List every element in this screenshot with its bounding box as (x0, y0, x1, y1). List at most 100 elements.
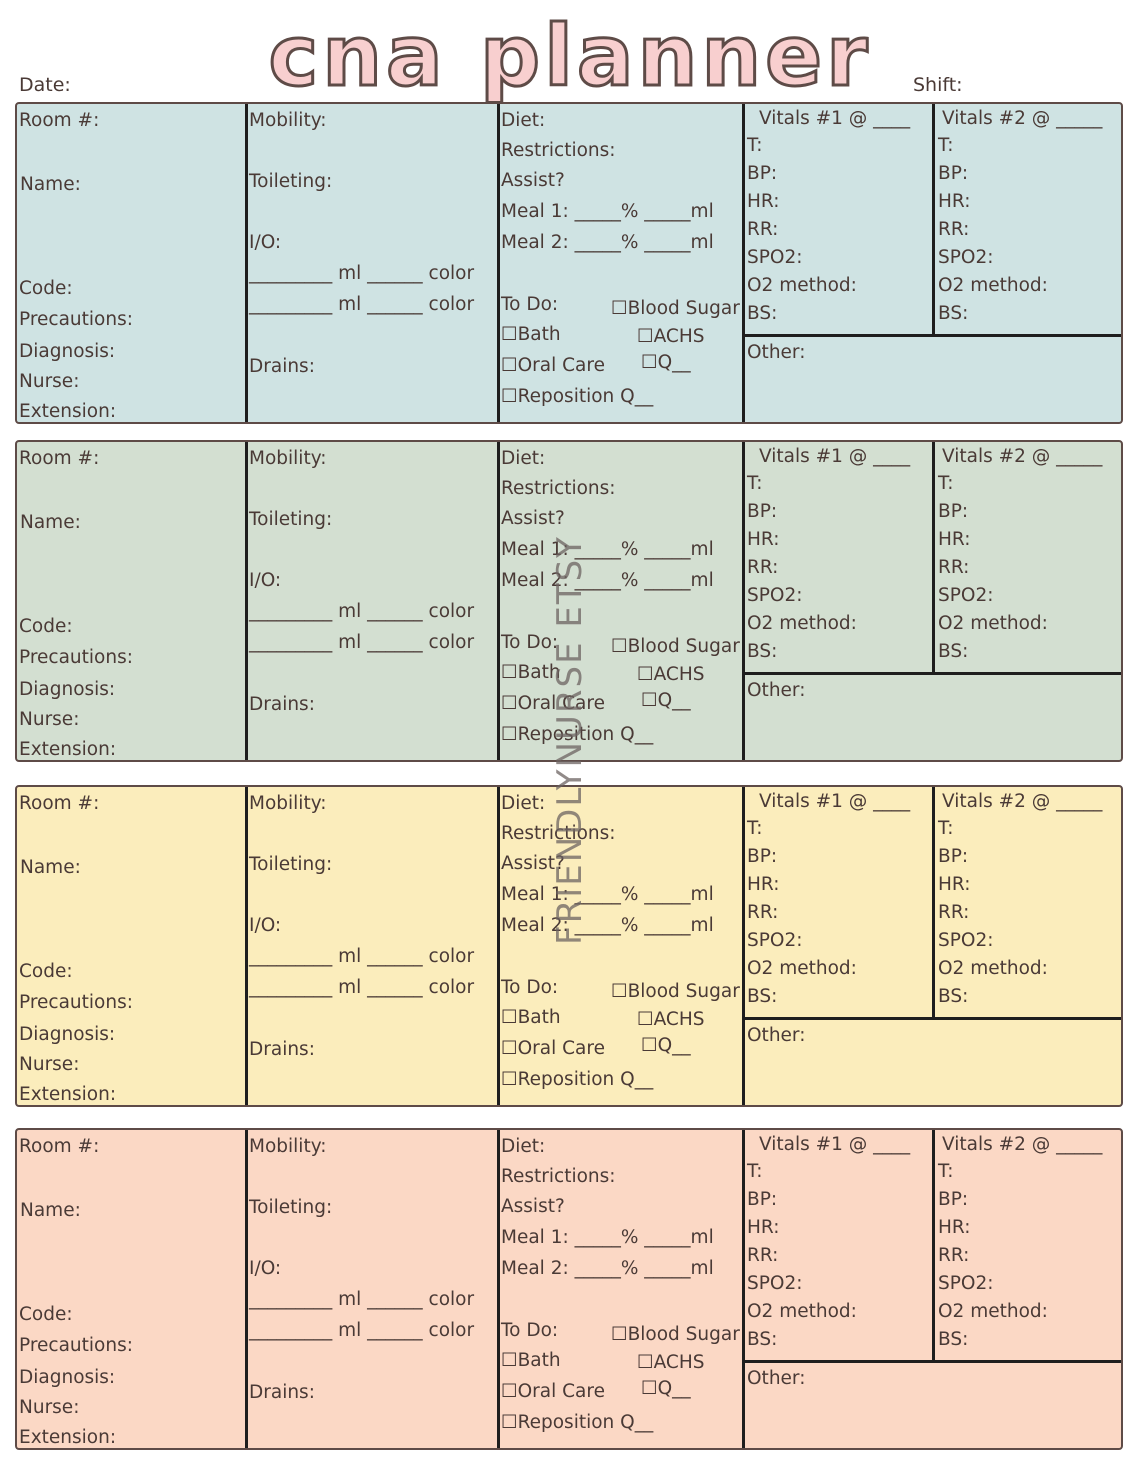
diagnosis-label: Diagnosis: (19, 1367, 116, 1388)
code-label: Code: (19, 278, 73, 299)
column-divider (742, 442, 745, 760)
meal2-line: Meal 2: _____% _____ml (501, 232, 714, 253)
blood-sugar-checkbox: ☐Blood Sugar (611, 1324, 740, 1345)
io-label: I/O: (249, 232, 282, 253)
oral-care-checkbox: ☐Oral Care (501, 355, 605, 376)
vitals1-bp-label: BP: (747, 501, 778, 522)
extension-label: Extension: (19, 401, 117, 422)
vitals1-t-label: T: (747, 1161, 763, 1182)
toileting-label: Toileting: (249, 854, 333, 875)
diet-label: Diet: (501, 110, 546, 131)
vitals2-bs-label: BS: (938, 303, 969, 324)
page-title: cna planner (267, 7, 872, 105)
blood-sugar-checkbox: ☐Blood Sugar (611, 298, 740, 319)
todo-label: To Do: (501, 977, 559, 998)
vitals2-t-label: T: (938, 818, 954, 839)
vitals1-hr-label: HR: (747, 191, 780, 212)
restrictions-label: Restrictions: (501, 823, 616, 844)
q-checkbox: ☐Q__ (641, 1035, 691, 1056)
column-divider (497, 1130, 500, 1448)
vitals2-spo2-label: SPO2: (938, 930, 994, 951)
diagnosis-label: Diagnosis: (19, 1024, 116, 1045)
mobility-label: Mobility: (249, 793, 327, 814)
q-checkbox: ☐Q__ (641, 1378, 691, 1399)
room-card-4: Room #: Name: Code: Precautions: Diagnosis: N… (15, 1128, 1123, 1450)
io-line-2: _________ ml ______ color (249, 632, 475, 653)
column-divider (497, 787, 500, 1105)
extension-label: Extension: (19, 739, 117, 760)
vitals1-spo2-label: SPO2: (747, 585, 803, 606)
room-label: Room #: (19, 1136, 100, 1157)
blood-sugar-checkbox: ☐Blood Sugar (611, 981, 740, 1002)
vitals2-o2_method-label: O2 method: (938, 613, 1048, 634)
meal1-line: Meal 1: _____% _____ml (501, 539, 714, 560)
other-label: Other: (747, 680, 806, 701)
io-line-2: _________ ml ______ color (249, 977, 475, 998)
vitals2-hr-label: HR: (938, 191, 971, 212)
reposition-checkbox: ☐Reposition Q__ (501, 1069, 654, 1090)
name-label: Name: (20, 512, 81, 533)
room-label: Room #: (19, 448, 100, 469)
vitals1-hr-label: HR: (747, 1217, 780, 1238)
toileting-label: Toileting: (249, 509, 333, 530)
blood-sugar-checkbox: ☐Blood Sugar (611, 636, 740, 657)
vitals2-rr-label: RR: (938, 557, 970, 578)
assist-label: Assist? (501, 508, 565, 529)
vitals1-hr-label: HR: (747, 529, 780, 550)
vitals2-t-label: T: (938, 135, 954, 156)
vitals1-t-label: T: (747, 818, 763, 839)
vitals2-rr-label: RR: (938, 219, 970, 240)
code-label: Code: (19, 616, 73, 637)
shift-label: Shift: (913, 74, 963, 96)
diet-label: Diet: (501, 1136, 546, 1157)
vitals1-bp-label: BP: (747, 1189, 778, 1210)
vitals1-header: Vitals #1 @ ____ (759, 108, 911, 129)
io-line-1: _________ ml ______ color (249, 1289, 475, 1310)
achs-checkbox: ☐ACHS (637, 1352, 705, 1373)
vitals1-t-label: T: (747, 135, 763, 156)
vitals1-bs-label: BS: (747, 986, 778, 1007)
bath-checkbox: ☐Bath (501, 662, 561, 683)
vitals2-rr-label: RR: (938, 902, 970, 923)
io-line-2: _________ ml ______ color (249, 1320, 475, 1341)
q-checkbox: ☐Q__ (641, 352, 691, 373)
reposition-checkbox: ☐Reposition Q__ (501, 724, 654, 745)
precautions-label: Precautions: (19, 647, 133, 668)
name-label: Name: (20, 174, 81, 195)
vitals2-header: Vitals #2 @ _____ (942, 446, 1103, 467)
vitals1-bp-label: BP: (747, 846, 778, 867)
other-label: Other: (747, 1368, 806, 1389)
drains-label: Drains: (249, 694, 315, 715)
vitals2-spo2-label: SPO2: (938, 585, 994, 606)
meal1-line: Meal 1: _____% _____ml (501, 201, 714, 222)
nurse-label: Nurse: (19, 371, 80, 392)
vitals-divider (932, 442, 935, 674)
todo-label: To Do: (501, 632, 559, 653)
other-divider (742, 672, 1121, 675)
vitals1-header: Vitals #1 @ ____ (759, 791, 911, 812)
achs-checkbox: ☐ACHS (637, 1009, 705, 1030)
restrictions-label: Restrictions: (501, 1166, 616, 1187)
vitals2-t-label: T: (938, 1161, 954, 1182)
reposition-checkbox: ☐Reposition Q__ (501, 386, 654, 407)
diagnosis-label: Diagnosis: (19, 679, 116, 700)
other-divider (742, 1017, 1121, 1020)
vitals2-o2_method-label: O2 method: (938, 1301, 1048, 1322)
room-label: Room #: (19, 110, 100, 131)
diagnosis-label: Diagnosis: (19, 341, 116, 362)
mobility-label: Mobility: (249, 1136, 327, 1157)
io-line-1: _________ ml ______ color (249, 946, 475, 967)
vitals2-rr-label: RR: (938, 1245, 970, 1266)
vitals2-bs-label: BS: (938, 641, 969, 662)
vitals2-o2_method-label: O2 method: (938, 958, 1048, 979)
vitals1-hr-label: HR: (747, 874, 780, 895)
vitals2-header: Vitals #2 @ _____ (942, 1134, 1103, 1155)
room-label: Room #: (19, 793, 100, 814)
name-label: Name: (20, 857, 81, 878)
vitals2-t-label: T: (938, 473, 954, 494)
oral-care-checkbox: ☐Oral Care (501, 1038, 605, 1059)
column-divider (497, 442, 500, 760)
column-divider (245, 1130, 248, 1448)
column-divider (497, 104, 500, 422)
room-card-2: Room #: Name: Code: Precautions: Diagnosis: N… (15, 440, 1123, 762)
